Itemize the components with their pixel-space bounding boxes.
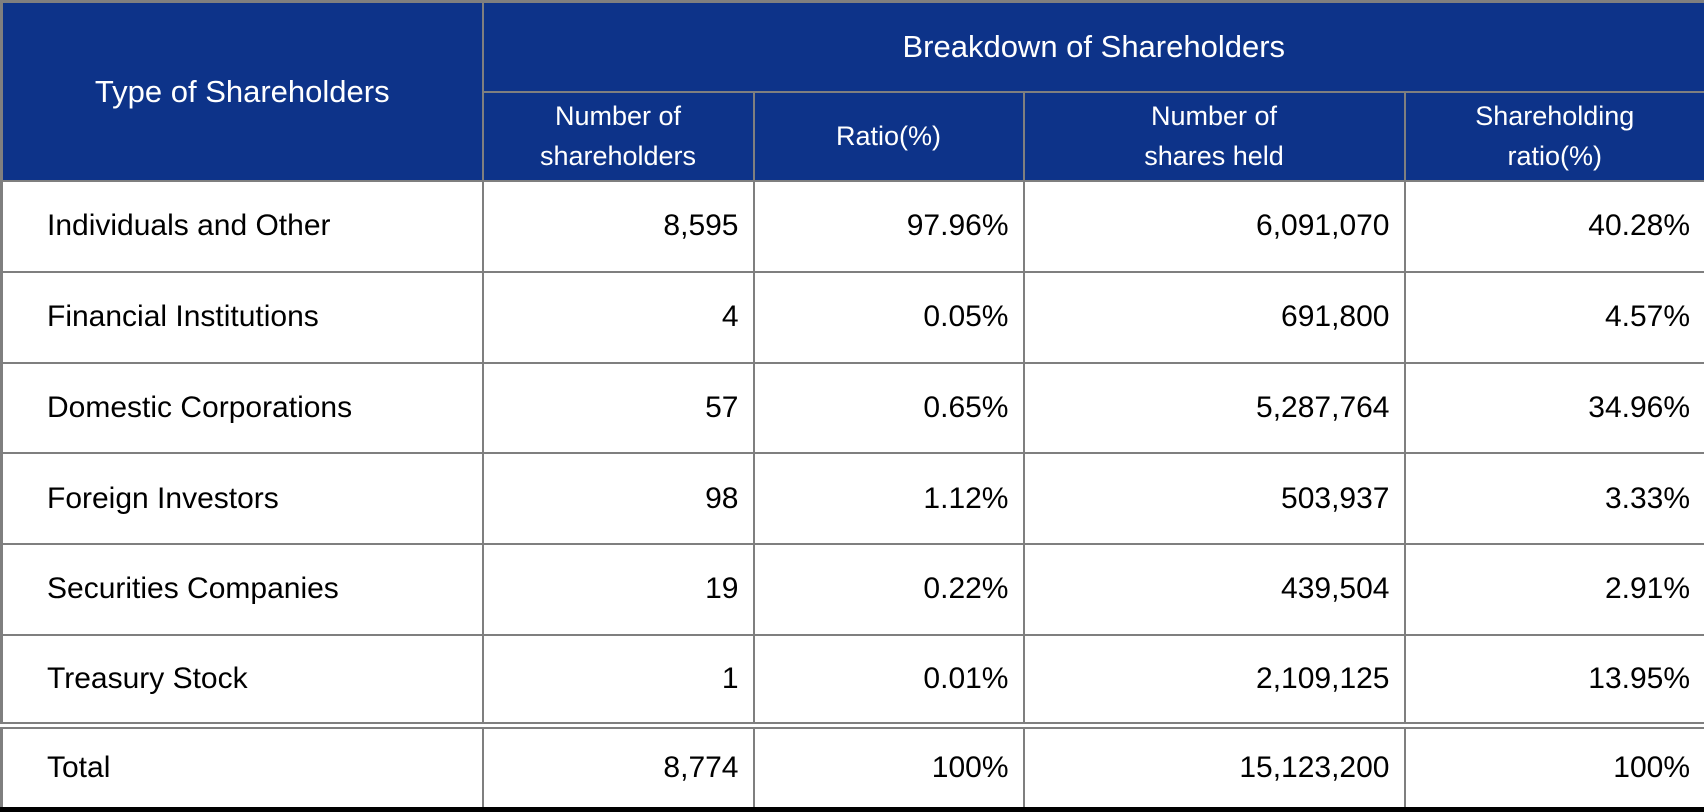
cell-shareholding-ratio: 4.57%: [1403, 270, 1704, 364]
cell-ratio: 1.12%: [752, 452, 1025, 545]
table-row-foreign-investors: Foreign Investors 98 1.12% 503,937 3.33%: [0, 452, 1704, 545]
sub-header-row: Number of shareholders Ratio(%) Number o…: [2, 91, 1704, 182]
cell-number-of-shareholders: 98: [481, 452, 755, 545]
cell-number-of-shareholders: 57: [481, 361, 755, 455]
cell-ratio: 0.05%: [752, 270, 1025, 364]
table-row-individuals-and-other: Individuals and Other 8,595 97.96% 6,091…: [0, 180, 1704, 273]
row-label: Domestic Corporations: [0, 361, 484, 455]
corner-header-type-of-shareholders: Type of Shareholders: [0, 0, 484, 182]
group-header-breakdown: Breakdown of Shareholders: [481, 0, 1704, 93]
cell-ratio: 97.96%: [752, 180, 1025, 273]
cell-shares-held: 503,937: [1022, 452, 1406, 545]
cell-number-of-shareholders: 8,595: [481, 180, 755, 273]
cell-shareholding-ratio: 3.33%: [1403, 452, 1704, 545]
cell-number-of-shareholders: 4: [481, 270, 755, 364]
cell-shares-held: 691,800: [1022, 270, 1406, 364]
total-label: Total: [0, 722, 484, 811]
col-header-shareholding-ratio: Shareholding ratio(%): [1403, 91, 1704, 182]
table-row-domestic-corporations: Domestic Corporations 57 0.65% 5,287,764…: [0, 361, 1704, 455]
row-label: Financial Institutions: [0, 270, 484, 364]
cell-number-of-shareholders: 1: [481, 633, 755, 727]
cell-shares-held: 2,109,125: [1022, 633, 1406, 727]
cell-number-of-shareholders: 19: [481, 543, 755, 636]
cell-shares-held: 439,504: [1022, 543, 1406, 636]
cell-shares-held: 5,287,764: [1022, 361, 1406, 455]
total-shares-held: 15,123,200: [1022, 722, 1406, 811]
cell-shareholding-ratio: 2.91%: [1403, 543, 1704, 636]
table-row-financial-institutions: Financial Institutions 4 0.05% 691,800 4…: [0, 270, 1704, 364]
cell-shares-held: 6,091,070: [1022, 180, 1406, 273]
total-number-of-shareholders: 8,774: [481, 722, 755, 811]
row-label: Foreign Investors: [0, 452, 484, 545]
row-label: Treasury Stock: [0, 633, 484, 727]
cell-ratio: 0.65%: [752, 361, 1025, 455]
total-row: Total 8,774 100% 15,123,200 100%: [0, 722, 1704, 811]
cell-shareholding-ratio: 13.95%: [1403, 633, 1704, 727]
row-label: Individuals and Other: [0, 180, 484, 273]
table-row-securities-companies: Securities Companies 19 0.22% 439,504 2.…: [0, 543, 1704, 636]
total-shareholding-ratio: 100%: [1403, 722, 1704, 811]
total-ratio: 100%: [752, 722, 1025, 811]
col-header-number-of-shares-held: Number of shares held: [1022, 91, 1406, 182]
row-label: Securities Companies: [0, 543, 484, 636]
col-header-ratio: Ratio(%): [752, 91, 1025, 182]
group-header-row: Type of Shareholders Breakdown of Shareh…: [0, 0, 1704, 182]
col-header-number-of-shareholders: Number of shareholders: [481, 91, 755, 182]
cell-shareholding-ratio: 40.28%: [1403, 180, 1704, 273]
cell-ratio: 0.01%: [752, 633, 1025, 727]
cell-shareholding-ratio: 34.96%: [1403, 361, 1704, 455]
cell-ratio: 0.22%: [752, 543, 1025, 636]
table-row-treasury-stock: Treasury Stock 1 0.01% 2,109,125 13.95%: [0, 633, 1704, 727]
